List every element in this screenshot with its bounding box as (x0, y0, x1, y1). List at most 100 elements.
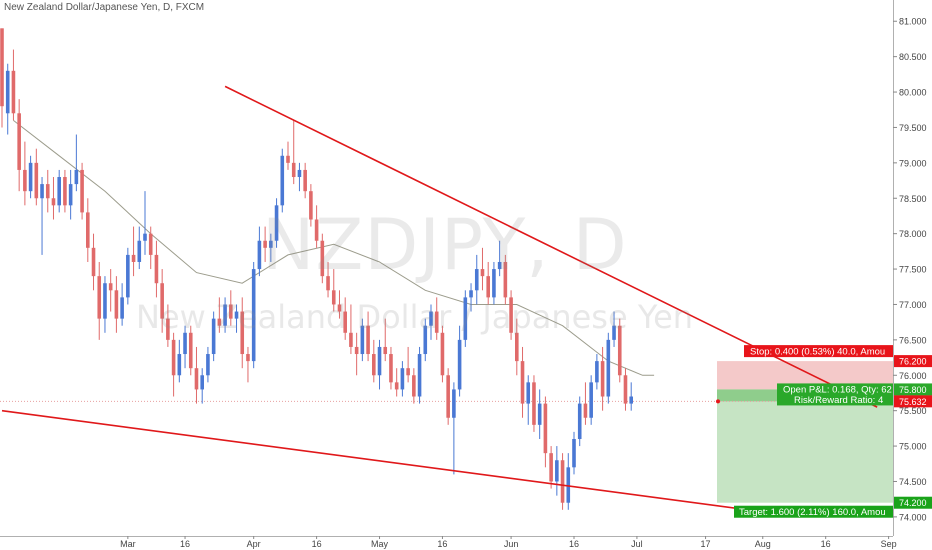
candle-body[interactable] (126, 254, 130, 298)
candle-body[interactable] (320, 240, 325, 277)
candle-body[interactable] (137, 240, 142, 262)
candle-body[interactable] (343, 311, 347, 333)
support-trendline[interactable] (1, 409, 775, 515)
candle-body[interactable] (326, 276, 330, 291)
candle-body[interactable] (103, 283, 107, 319)
candle-body[interactable] (549, 453, 553, 482)
candle-body[interactable] (595, 361, 599, 383)
candle-body[interactable] (177, 354, 182, 376)
candle-body[interactable] (68, 184, 73, 206)
candle-body[interactable] (560, 460, 565, 503)
candle-body[interactable] (526, 382, 531, 404)
candle-body[interactable] (74, 169, 79, 185)
candle-body[interactable] (206, 354, 210, 376)
candle-body[interactable] (51, 198, 56, 206)
candle-body[interactable] (188, 332, 193, 369)
candle-body[interactable] (183, 332, 187, 355)
candle-body[interactable] (452, 389, 456, 418)
candle-body[interactable] (34, 162, 39, 199)
candle-body[interactable] (63, 177, 67, 206)
candle-body[interactable] (291, 162, 296, 178)
candle-body[interactable] (400, 368, 405, 390)
candle-body[interactable] (389, 354, 393, 383)
candle-body[interactable] (406, 368, 410, 376)
candle-body[interactable] (0, 28, 4, 107)
candle-body[interactable] (240, 311, 245, 355)
candle-body[interactable] (331, 290, 336, 305)
candle-body[interactable] (394, 382, 399, 390)
candle-body[interactable] (497, 261, 502, 270)
candle-body[interactable] (463, 297, 468, 340)
candle-body[interactable] (492, 269, 496, 298)
candle-body[interactable] (629, 396, 633, 404)
candle-body[interactable] (57, 177, 61, 206)
candle-body[interactable] (377, 346, 382, 376)
candle-body[interactable] (577, 403, 582, 439)
candle-body[interactable] (297, 169, 302, 178)
candle-body[interactable] (515, 332, 519, 362)
candle-body[interactable] (417, 354, 422, 397)
candle-body[interactable] (572, 438, 576, 468)
candle-body[interactable] (434, 311, 439, 333)
candle-body[interactable] (263, 240, 267, 248)
candle-body[interactable] (246, 354, 250, 362)
candle-body[interactable] (229, 304, 233, 319)
candle-body[interactable] (349, 332, 353, 347)
candle-body[interactable] (251, 269, 256, 362)
candle-body[interactable] (314, 219, 319, 241)
candle-body[interactable] (166, 318, 170, 340)
candle-body[interactable] (600, 361, 605, 397)
candle-body[interactable] (537, 403, 542, 425)
candle-body[interactable] (160, 283, 164, 319)
candle-body[interactable] (154, 254, 159, 284)
candle-body[interactable] (617, 325, 622, 376)
candle-body[interactable] (223, 304, 227, 326)
candle-body[interactable] (486, 276, 490, 298)
candle-body[interactable] (469, 290, 473, 298)
candle-body[interactable] (274, 205, 279, 241)
candle-body[interactable] (589, 382, 593, 418)
candle-body[interactable] (429, 311, 433, 326)
candle-body[interactable] (566, 467, 571, 503)
candle-body[interactable] (97, 276, 102, 319)
candle-body[interactable] (623, 375, 628, 404)
candle-body[interactable] (280, 155, 285, 206)
candle-body[interactable] (509, 297, 513, 333)
candle-body[interactable] (337, 304, 342, 312)
candle-body[interactable] (194, 368, 199, 390)
candle-body[interactable] (171, 339, 176, 376)
candle-body[interactable] (91, 247, 96, 277)
candle-body[interactable] (108, 283, 113, 291)
candle-body[interactable] (86, 212, 90, 248)
candle-body[interactable] (520, 361, 525, 404)
candle-body[interactable] (372, 354, 376, 376)
candle-body[interactable] (200, 375, 204, 390)
candle-body[interactable] (45, 184, 50, 199)
candle-body[interactable] (131, 254, 136, 262)
candle-body[interactable] (543, 403, 548, 454)
candle-body[interactable] (383, 346, 388, 355)
candle-body[interactable] (606, 339, 611, 397)
candle-body[interactable] (354, 346, 359, 355)
candle-body[interactable] (612, 325, 616, 340)
candle-body[interactable] (480, 269, 485, 277)
candle-body[interactable] (114, 290, 119, 319)
candle-body[interactable] (5, 70, 10, 114)
candle-body[interactable] (40, 184, 44, 199)
candle-body[interactable] (457, 339, 462, 390)
candle-body[interactable] (148, 233, 153, 255)
candle-body[interactable] (217, 318, 222, 326)
candle-body[interactable] (120, 297, 124, 319)
candle-body[interactable] (412, 375, 416, 397)
candle-body[interactable] (440, 332, 445, 376)
candle-body[interactable] (143, 233, 147, 241)
candle-body[interactable] (211, 318, 216, 355)
candle-body[interactable] (23, 169, 27, 192)
candle-body[interactable] (555, 460, 559, 482)
candle-body[interactable] (269, 240, 273, 248)
candle-body[interactable] (11, 70, 16, 114)
candle-body[interactable] (80, 169, 84, 213)
candle-body[interactable] (17, 113, 21, 170)
candle-body[interactable] (474, 269, 479, 291)
candle-body[interactable] (532, 382, 536, 425)
